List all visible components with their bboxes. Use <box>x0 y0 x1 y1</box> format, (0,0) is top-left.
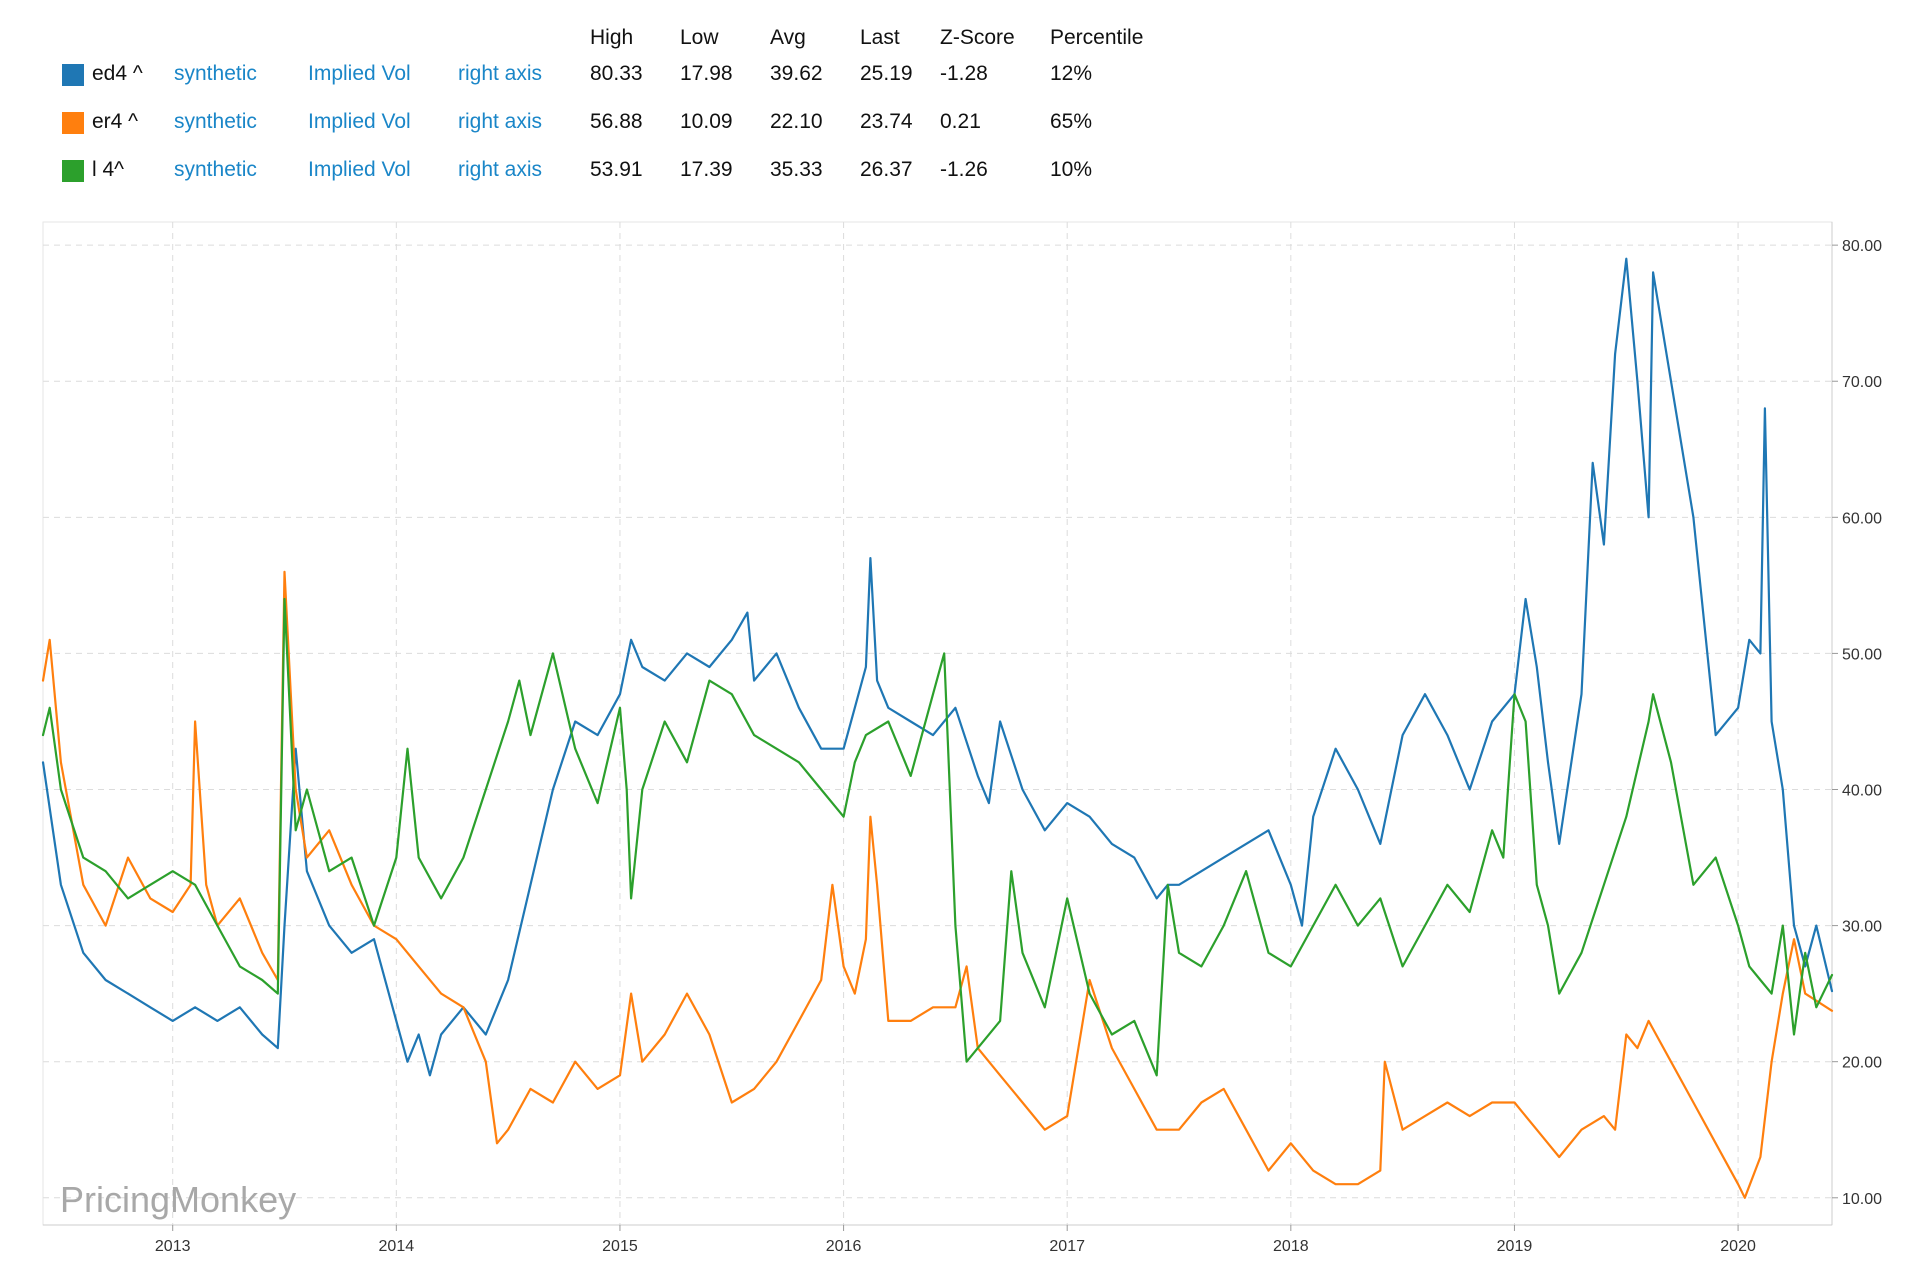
row-high: 80.33 <box>590 62 643 85</box>
header-avg: Avg <box>770 26 806 49</box>
series-line-er4 <box>41 570 1834 1199</box>
row-source-link[interactable]: synthetic <box>174 158 257 181</box>
row-low: 17.39 <box>680 158 733 181</box>
row-avg: 22.10 <box>770 110 823 133</box>
x-tick-label: 2018 <box>1273 1238 1309 1255</box>
y-tick-label: 20.00 <box>1842 1055 1882 1072</box>
row-zscore: 0.21 <box>940 110 981 133</box>
x-tick-label: 2017 <box>1049 1238 1085 1255</box>
row-low: 10.09 <box>680 110 733 133</box>
row-measure-link[interactable]: Implied Vol <box>308 62 411 85</box>
legend-table: High Low Avg Last Z-Score Percentile ed4… <box>58 18 1258 198</box>
series-color-swatch[interactable] <box>62 64 84 86</box>
x-tick-label: 2020 <box>1720 1238 1756 1255</box>
row-axis-link[interactable]: right axis <box>458 110 543 133</box>
row-name: er4 ^ <box>92 110 139 133</box>
plot-frame <box>42 221 1833 1226</box>
row-percentile: 12% <box>1050 62 1093 85</box>
header-low: Low <box>680 26 719 49</box>
header-zscore: Z-Score <box>940 26 1015 49</box>
row-source-link[interactable]: synthetic <box>174 62 257 85</box>
legend-row: ed4 ^ synthetic Implied Vol right axis 80.33… <box>58 54 1258 102</box>
y-tick-label: 70.00 <box>1842 374 1882 391</box>
row-last: 26.37 <box>860 158 913 181</box>
row-axis-link[interactable]: right axis <box>458 158 543 181</box>
row-percentile: 10% <box>1050 158 1093 181</box>
axis-ticks: 10.00 20.00 30.00 40.00 50.00 60.00 70.00 80.00… <box>155 238 1882 1255</box>
x-tick-label: 2014 <box>379 1238 415 1255</box>
series-line-l4 <box>41 597 1834 1077</box>
watermark-logo: PricingMonkey <box>60 1179 296 1220</box>
legend-row: l 4^ synthetic Implied Vol right axis 53.91 1… <box>58 150 1258 198</box>
series-color-swatch[interactable] <box>62 160 84 182</box>
series-lines <box>41 257 1834 1199</box>
series-line-ed4 <box>41 257 1834 1077</box>
y-tick-label: 30.00 <box>1842 919 1882 936</box>
header-high: High <box>590 26 634 49</box>
y-tick-label: 40.00 <box>1842 783 1882 800</box>
header-last: Last <box>860 26 900 49</box>
legend-row: er4 ^ synthetic Implied Vol right axis 56.88… <box>58 102 1258 150</box>
row-source-link[interactable]: synthetic <box>174 110 257 133</box>
row-measure-link[interactable]: Implied Vol <box>308 110 411 133</box>
x-tick-label: 2015 <box>602 1238 638 1255</box>
row-avg: 35.33 <box>770 158 823 181</box>
x-tick-label: 2016 <box>826 1238 862 1255</box>
row-name: l 4^ <box>92 158 125 181</box>
row-last: 25.19 <box>860 62 913 85</box>
row-zscore: -1.26 <box>940 158 988 181</box>
legend-header: High Low Avg Last Z-Score Percentile <box>58 18 1258 54</box>
x-tick-label: 2013 <box>155 1238 191 1255</box>
series-color-swatch[interactable] <box>62 112 84 134</box>
row-zscore: -1.28 <box>940 62 988 85</box>
y-tick-label: 50.00 <box>1842 646 1882 663</box>
row-last: 23.74 <box>860 110 913 133</box>
header-percentile: Percentile <box>1050 26 1144 49</box>
row-high: 53.91 <box>590 158 643 181</box>
row-low: 17.98 <box>680 62 733 85</box>
row-avg: 39.62 <box>770 62 823 85</box>
row-high: 56.88 <box>590 110 643 133</box>
row-axis-link[interactable]: right axis <box>458 62 543 85</box>
grid <box>43 222 1832 1225</box>
y-tick-label: 10.00 <box>1842 1191 1882 1208</box>
row-measure-link[interactable]: Implied Vol <box>308 158 411 181</box>
y-tick-label: 80.00 <box>1842 238 1882 255</box>
row-name: ed4 ^ <box>92 62 143 85</box>
x-tick-label: 2019 <box>1497 1238 1533 1255</box>
row-percentile: 65% <box>1050 110 1093 133</box>
y-tick-label: 60.00 <box>1842 510 1882 527</box>
